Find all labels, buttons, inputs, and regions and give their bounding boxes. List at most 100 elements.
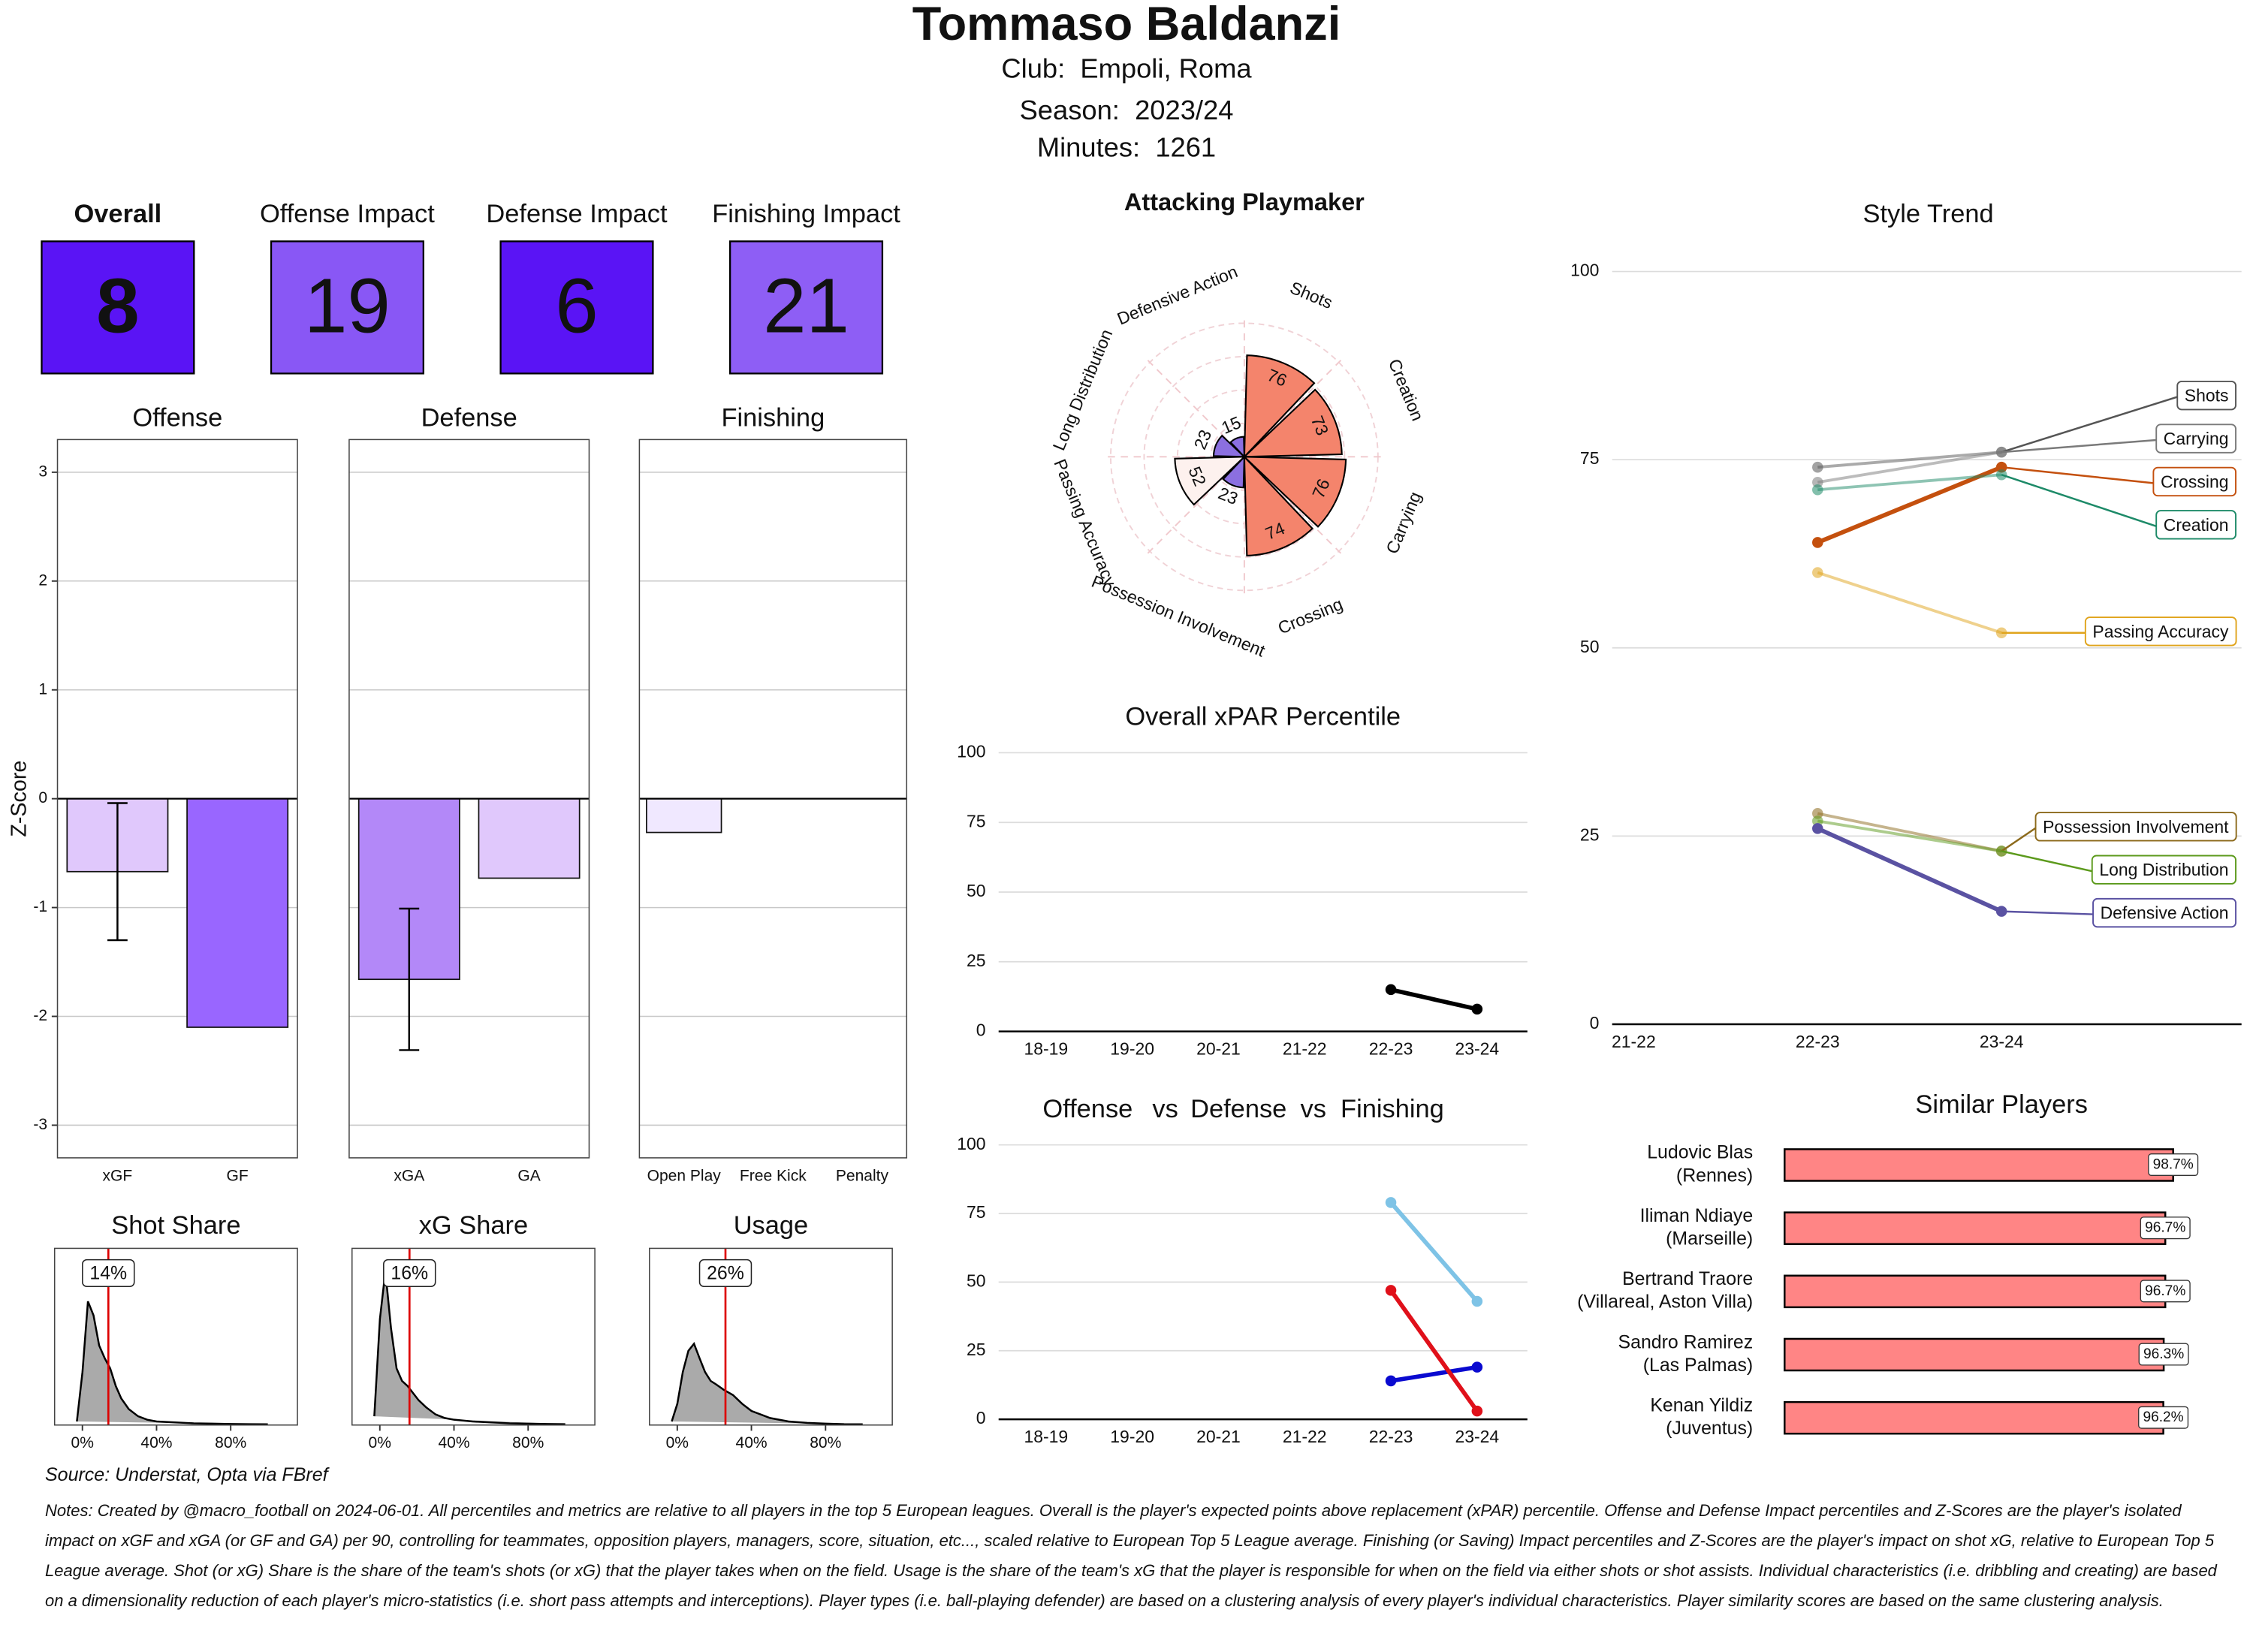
value-label: 96.2%: [2143, 1409, 2183, 1425]
series-point: [1812, 537, 1823, 548]
x-tick-label: 21-22: [1283, 1427, 1327, 1446]
bar: [1784, 1274, 2167, 1309]
spoke: [1244, 357, 1344, 458]
category-label: Shots: [1287, 278, 1335, 312]
radial-grid: [1143, 355, 1346, 558]
y-tick-label: 100: [957, 741, 985, 761]
panel-border: [53, 1247, 298, 1426]
x-tick-label: 23-24: [1455, 1427, 1499, 1446]
legend-connector: [2001, 396, 2178, 454]
spoke: [1145, 357, 1245, 458]
legend-label: Possession Involvement: [2043, 817, 2229, 837]
series-point: [1385, 1375, 1397, 1387]
chart-title: Style Trend: [1863, 200, 1994, 228]
y-tick-label: 2: [38, 571, 47, 589]
value-label: 98.7%: [2153, 1157, 2194, 1173]
chart-title: Overall xPAR Percentile: [1125, 703, 1401, 731]
x-tick-label: 80%: [215, 1434, 246, 1452]
y-tick-label: 100: [1570, 261, 1599, 280]
series-point: [1385, 1197, 1397, 1208]
series-line: [1389, 1201, 1479, 1303]
x-tick-label: 23-24: [1455, 1039, 1499, 1058]
category-label: Passing Accuracy: [1050, 457, 1120, 590]
category-label: Kenan Yildiz: [1650, 1394, 1753, 1415]
category-label: Long Distribution: [1048, 327, 1116, 454]
tile-label: Overall: [74, 200, 162, 228]
x-tick-label: 0%: [71, 1434, 94, 1452]
panel-border: [638, 439, 908, 1159]
y-tick-label: 75: [967, 811, 986, 831]
x-tick-label: 40%: [736, 1434, 768, 1452]
category-label: Crossing: [1275, 594, 1346, 638]
x-tick-label: Open Play: [647, 1167, 722, 1184]
title-word: vs: [1301, 1095, 1326, 1123]
density-curve: [671, 1341, 863, 1426]
title-word: Finishing: [1341, 1095, 1444, 1123]
bar: [1784, 1400, 2164, 1435]
polar-bar: [1174, 456, 1247, 506]
category-label: Defensive Action: [1114, 261, 1241, 328]
chart-title: Attacking Playmaker: [1124, 188, 1365, 216]
title-word: vs: [1152, 1095, 1178, 1123]
bar: [186, 797, 289, 1028]
y-tick-label: 75: [1580, 448, 1600, 468]
x-tick-label: xGF: [103, 1167, 133, 1184]
value-label: 96.7%: [2145, 1220, 2185, 1236]
legend-box: [2092, 897, 2236, 928]
legend-connector: [2001, 910, 2094, 915]
series-line: [1817, 465, 2003, 545]
series-line: [1817, 571, 2002, 635]
polar-bar: [1242, 388, 1343, 458]
x-tick-label: 0%: [369, 1434, 391, 1452]
panel-title: Usage: [734, 1211, 809, 1240]
y-tick-label: 25: [1580, 824, 1600, 844]
season: Season: 2023/24: [1020, 95, 1234, 125]
series-point: [1385, 984, 1397, 996]
x-tick-label: 23-24: [1980, 1032, 2024, 1051]
series-point: [1812, 484, 1823, 496]
panel-title: Defense: [421, 404, 517, 433]
series-line: [1390, 987, 1478, 1011]
chart-title: Similar Players: [1915, 1090, 2088, 1119]
series-point: [1995, 469, 2007, 481]
panel-title: Offense: [132, 404, 222, 433]
tile-value: 21: [763, 261, 849, 348]
page-title: Tommaso Baldanzi: [912, 0, 1341, 50]
legend-connector: [2001, 466, 2154, 484]
series-point: [1471, 1361, 1483, 1373]
category-note: (Juventus): [1666, 1418, 1753, 1439]
legend-connector: [2001, 850, 2093, 873]
polar-bar: [1212, 434, 1247, 458]
marker-label: 14%: [89, 1262, 127, 1283]
legend-label: Long Distribution: [2099, 860, 2228, 879]
category-label: Ludovic Blas: [1647, 1142, 1753, 1163]
y-tick-label: 0: [976, 1408, 986, 1427]
bar: [1784, 1211, 2167, 1245]
value-label-box: [2140, 1280, 2191, 1303]
legend-connector: [2001, 827, 2037, 852]
series-point: [1995, 446, 2007, 458]
tile: [499, 240, 654, 375]
legend-connector: [2001, 474, 2157, 527]
x-tick-label: 20-21: [1196, 1039, 1241, 1058]
legend-label: Crossing: [2161, 472, 2229, 491]
polar-bar: [1243, 454, 1314, 557]
y-axis-label: Z-Score: [7, 761, 31, 837]
series-line: [1390, 1364, 1478, 1383]
panel-border: [649, 1247, 893, 1426]
x-tick-label: 22-23: [1369, 1039, 1413, 1058]
panel-title: xG Share: [419, 1211, 528, 1240]
category-note: (Las Palmas): [1643, 1355, 1753, 1376]
y-tick-label: 3: [38, 463, 47, 480]
legend-box: [2084, 616, 2237, 647]
y-tick-label: -1: [33, 898, 47, 915]
series-point: [1812, 567, 1823, 578]
series-point: [1812, 823, 1823, 834]
y-tick-label: 0: [1590, 1013, 1600, 1032]
x-tick-label: 40%: [140, 1434, 172, 1452]
marker-label: 26%: [707, 1262, 744, 1283]
legend-label: Defensive Action: [2101, 903, 2229, 923]
x-tick-label: Penalty: [836, 1167, 889, 1184]
